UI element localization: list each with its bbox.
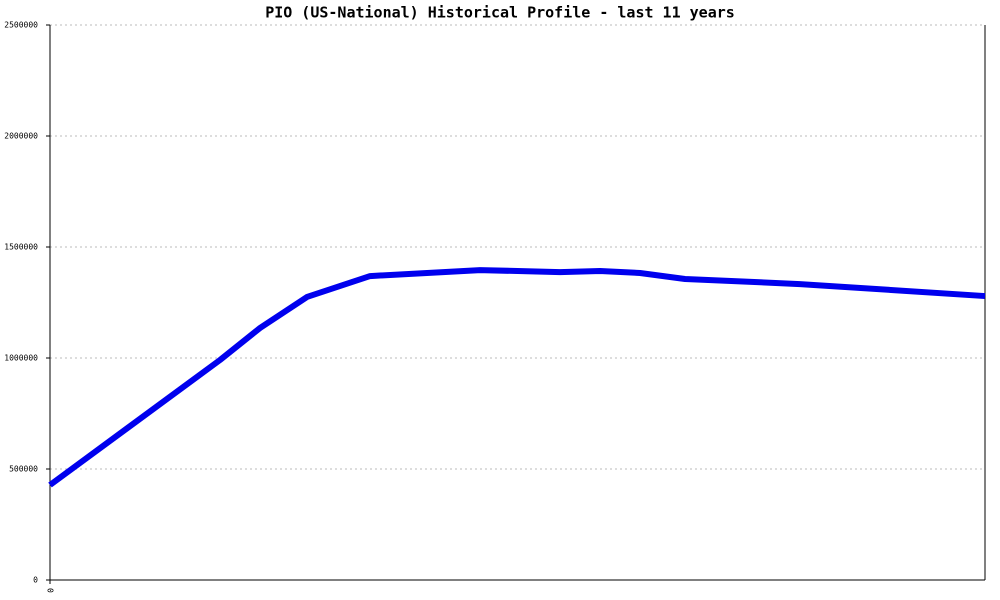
x-tick-label: 0 — [46, 588, 55, 593]
y-tick-label: 1000000 — [4, 354, 38, 363]
y-tick-label: 2000000 — [4, 132, 38, 141]
y-tick-label: 500000 — [9, 465, 38, 474]
chart-title: PIO (US-National) Historical Profile - l… — [265, 4, 735, 22]
y-tick-label: 1500000 — [4, 243, 38, 252]
data-line — [48, 267, 986, 488]
y-tick-label: 2500000 — [4, 21, 38, 30]
y-tick-label: 0 — [33, 576, 38, 585]
